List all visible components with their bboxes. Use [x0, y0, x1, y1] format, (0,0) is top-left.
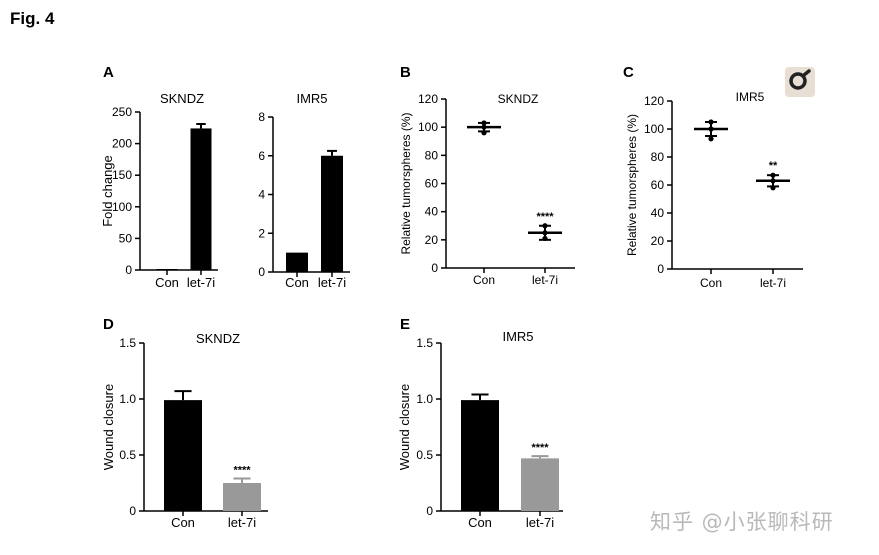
data-point: [542, 235, 548, 242]
panel-label-e: E: [400, 316, 411, 333]
x-tick-label: let-7i: [187, 275, 215, 290]
y-tick-label: 0: [426, 504, 433, 518]
panel-label-d: D: [103, 316, 114, 333]
y-tick-label: 1.5: [119, 336, 136, 350]
data-point: [542, 223, 548, 229]
y-tick-label: 60: [425, 177, 439, 191]
bar: [286, 252, 308, 272]
y-tick-label: 0: [258, 265, 265, 279]
data-point: [770, 178, 776, 184]
x-tick-label: Con: [171, 515, 195, 530]
y-axis-label: Wound closure: [101, 384, 116, 470]
y-tick-label: 0: [657, 262, 664, 276]
data-point: [481, 120, 487, 126]
bar: [223, 483, 261, 511]
bar: [164, 400, 202, 511]
bar: [521, 458, 559, 511]
y-tick-label: 120: [644, 94, 664, 108]
panel-label-c: C: [623, 64, 634, 81]
data-point: [542, 230, 548, 236]
y-tick-label: 80: [425, 148, 439, 162]
bar: [321, 155, 343, 272]
y-tick-label: 0: [431, 261, 438, 275]
y-tick-label: 60: [651, 178, 665, 192]
y-tick-label: 40: [651, 206, 665, 220]
data-point: [708, 126, 714, 132]
data-point: [481, 130, 487, 136]
significance-label: ****: [531, 442, 549, 454]
y-tick-label: 80: [651, 150, 665, 164]
chart-title: IMR5: [296, 91, 327, 106]
data-point: [770, 185, 776, 191]
significance-label: ****: [536, 211, 554, 223]
y-tick-label: 0.5: [416, 448, 433, 462]
y-tick-label: 1.0: [119, 392, 136, 406]
y-tick-label: 40: [425, 205, 439, 219]
x-tick-label: Con: [468, 515, 492, 530]
chart-title: SKNDZ: [160, 91, 204, 106]
bar: [190, 128, 212, 270]
chart-title: SKNDZ: [196, 331, 240, 346]
y-tick-label: 50: [119, 231, 133, 245]
data-point: [708, 119, 714, 125]
watermark: 知乎 @小张聊科研: [650, 510, 834, 534]
y-tick-label: 20: [425, 233, 439, 247]
x-tick-label: Con: [473, 273, 495, 287]
x-tick-label: let-7i: [760, 276, 786, 290]
y-tick-label: 1.5: [416, 336, 433, 350]
data-point: [708, 136, 714, 142]
y-tick-label: 2: [258, 226, 265, 240]
x-tick-label: Con: [155, 275, 179, 290]
data-point: [770, 172, 776, 178]
y-tick-label: 150: [112, 168, 132, 182]
y-axis-label: Fold change: [100, 155, 115, 227]
chart-title: SKNDZ: [498, 92, 539, 106]
chart-title: IMR5: [502, 329, 533, 344]
significance-label: ****: [233, 465, 251, 477]
x-tick-label: let-7i: [318, 275, 346, 290]
y-tick-label: 200: [112, 137, 132, 151]
y-axis-label: Relative tumorspheres (%): [625, 114, 639, 256]
y-tick-label: 20: [651, 234, 665, 248]
magnifier-icon[interactable]: [785, 67, 815, 97]
y-tick-label: 120: [418, 92, 438, 106]
y-axis-label: Relative tumorspheres (%): [399, 112, 413, 254]
y-tick-label: 100: [112, 200, 132, 214]
x-tick-label: let-7i: [526, 515, 554, 530]
y-tick-label: 4: [258, 188, 265, 202]
y-tick-label: 100: [418, 120, 438, 134]
y-tick-label: 1.0: [416, 392, 433, 406]
y-tick-label: 250: [112, 105, 132, 119]
data-point: [481, 124, 487, 130]
x-tick-label: Con: [700, 276, 722, 290]
x-tick-label: let-7i: [532, 273, 558, 287]
figure-title: Fig. 4: [10, 9, 55, 28]
x-tick-label: Con: [285, 275, 309, 290]
y-tick-label: 8: [258, 110, 265, 124]
y-tick-label: 0: [129, 504, 136, 518]
bar: [156, 269, 178, 270]
y-tick-label: 0: [125, 263, 132, 277]
panel-label-a: A: [103, 64, 114, 81]
panel-label-b: B: [400, 64, 411, 81]
y-tick-label: 6: [258, 149, 265, 163]
significance-label: **: [769, 160, 778, 172]
y-tick-label: 100: [644, 122, 664, 136]
x-tick-label: let-7i: [228, 515, 256, 530]
y-axis-label: Wound closure: [397, 384, 412, 470]
y-tick-label: 0.5: [119, 448, 136, 462]
bar: [461, 400, 499, 511]
chart-title: IMR5: [736, 90, 765, 104]
